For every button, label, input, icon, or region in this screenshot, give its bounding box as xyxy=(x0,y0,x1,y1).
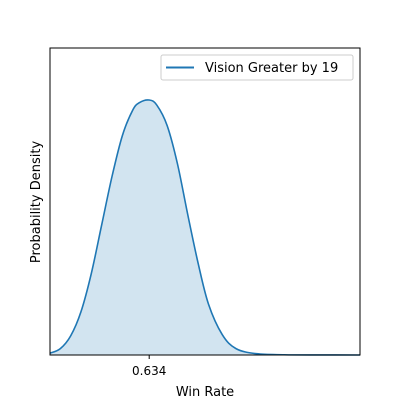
series-area-0 xyxy=(50,99,360,355)
y-axis-label: Probability Density xyxy=(29,141,44,264)
x-axis-label: Win Rate xyxy=(176,385,234,400)
x-tick-label: 0.634 xyxy=(132,364,166,378)
series-line-0 xyxy=(49,99,361,356)
legend-box xyxy=(160,54,354,81)
plot-frame xyxy=(49,47,361,356)
legend: Vision Greater by 19 xyxy=(160,54,354,81)
legend-text: Vision Greater by 19 xyxy=(205,61,338,76)
